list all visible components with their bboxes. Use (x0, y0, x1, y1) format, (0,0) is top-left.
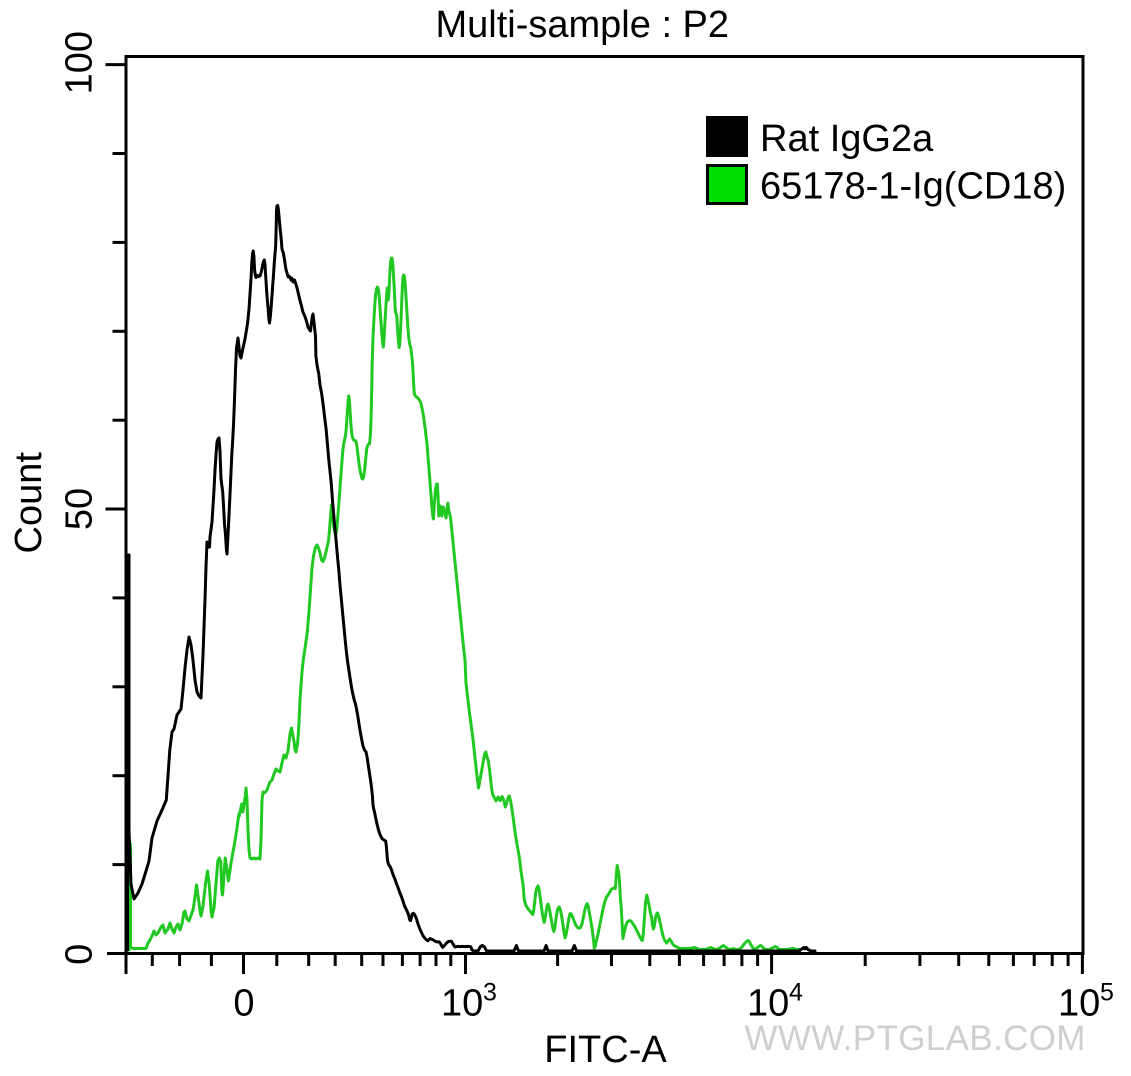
svg-text:Count: Count (8, 452, 50, 554)
svg-text:50: 50 (59, 488, 101, 530)
svg-text:10: 10 (1058, 983, 1100, 1025)
svg-text:4: 4 (789, 979, 803, 1007)
svg-text:FITC-A: FITC-A (544, 1029, 667, 1071)
svg-text:65178-1-Ig(CD18): 65178-1-Ig(CD18) (760, 166, 1066, 208)
svg-text:10: 10 (441, 983, 483, 1025)
svg-text:Rat IgG2a: Rat IgG2a (760, 118, 934, 160)
svg-text:5: 5 (1100, 979, 1114, 1007)
svg-text:10: 10 (747, 983, 789, 1025)
svg-text:100: 100 (59, 31, 101, 94)
svg-text:Multi-sample : P2: Multi-sample : P2 (436, 4, 730, 46)
svg-text:WWW.PTGLAB.COM: WWW.PTGLAB.COM (745, 1019, 1086, 1058)
svg-text:0: 0 (59, 944, 101, 965)
svg-text:3: 3 (483, 979, 497, 1007)
svg-text:0: 0 (233, 983, 254, 1025)
